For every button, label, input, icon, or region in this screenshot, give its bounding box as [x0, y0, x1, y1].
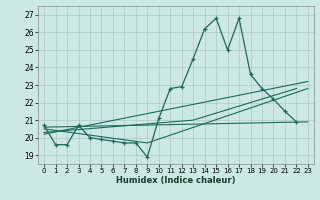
X-axis label: Humidex (Indice chaleur): Humidex (Indice chaleur) — [116, 176, 236, 185]
